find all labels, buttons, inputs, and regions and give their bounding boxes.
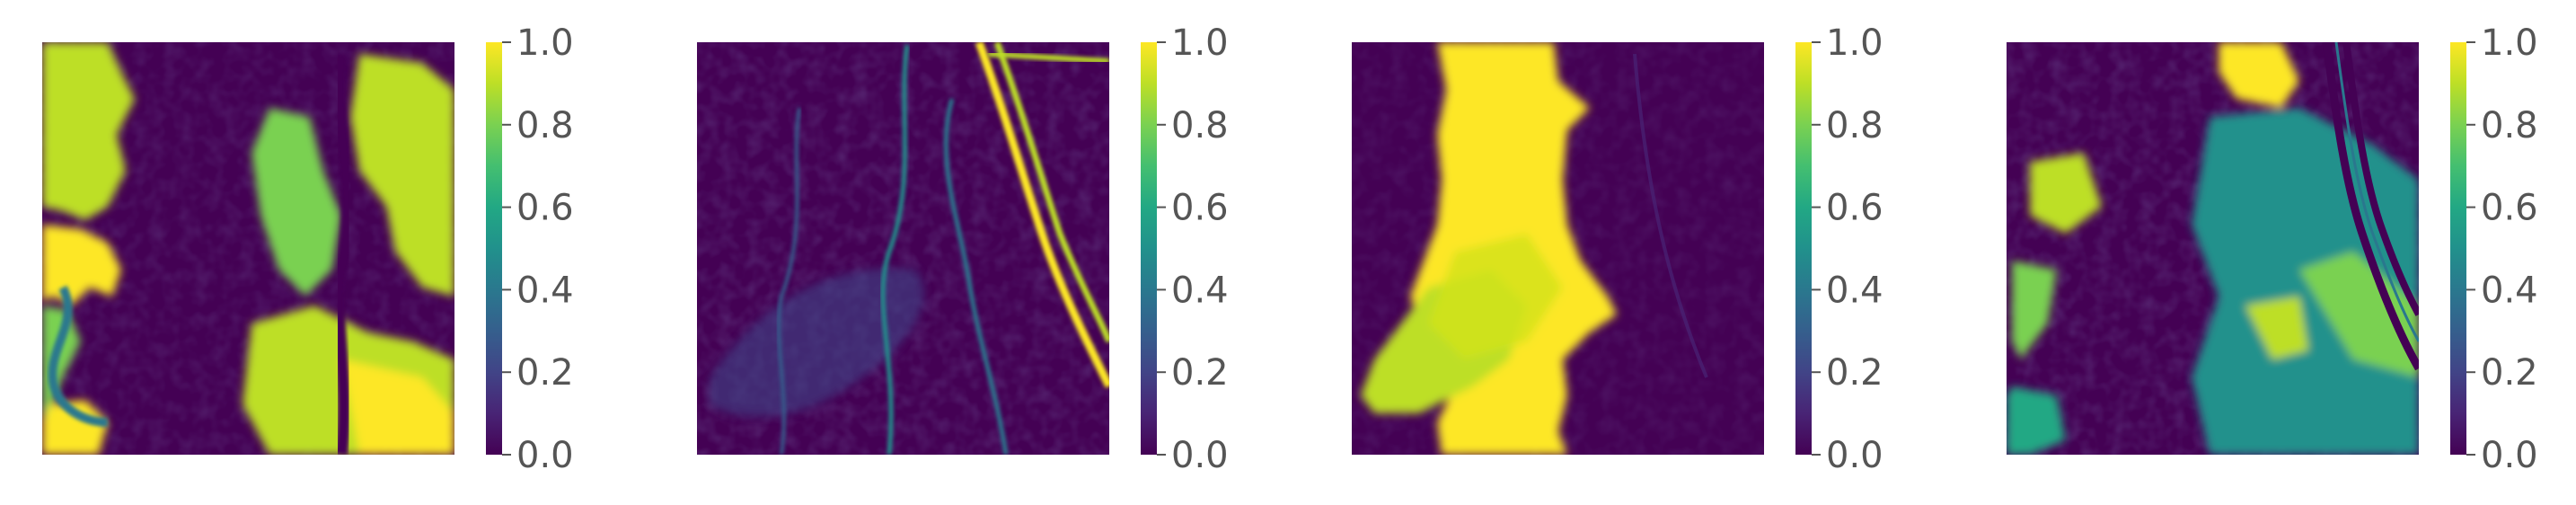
colorbar-4-tick-label: 0.0 xyxy=(2481,435,2538,476)
heatmap-4-road-dark-a xyxy=(2322,42,2419,371)
heatmap-2-road-inner xyxy=(993,42,1109,343)
colorbar-3 xyxy=(1795,42,1812,455)
heatmap-panel-1 xyxy=(42,42,454,455)
heatmap-2-road-outer xyxy=(975,42,1109,389)
colorbar-1-tick-label: 0.8 xyxy=(516,105,574,146)
heatmap-1-bottom-right-highlight xyxy=(341,359,454,455)
colorbar-2-gradient xyxy=(1141,42,1157,455)
colorbar-4-tick-label: 0.8 xyxy=(2481,105,2538,146)
heatmap-4-left-patch xyxy=(2030,153,2102,234)
heatmap-2-diffuse-area xyxy=(710,268,924,417)
heatmap-4-mid-bright xyxy=(2245,297,2308,359)
colorbar-3-tick-label: 0.4 xyxy=(1826,270,1883,311)
heatmap-4-left-lower-patch xyxy=(2012,261,2057,359)
colorbar-1-tick-label: 0.2 xyxy=(516,352,574,394)
colorbar-4-tick-label: 1.0 xyxy=(2481,22,2538,64)
colorbar-4 xyxy=(2450,42,2466,455)
heatmap-1-left-bottom-blob xyxy=(42,400,108,455)
heatmap-4-right-bright xyxy=(2299,252,2419,377)
colorbar-1-tick-label: 0.0 xyxy=(516,435,574,476)
heatmap-1-top-right-blob xyxy=(350,54,454,297)
heatmap-2-line-a xyxy=(880,44,910,455)
heatmap-4-road-edge xyxy=(2334,42,2419,342)
heatmap-1-dark-channel xyxy=(332,53,355,455)
heatmap-panel-3 xyxy=(1352,42,1764,455)
heatmap-1-left-mid-blob xyxy=(42,225,121,306)
colorbar-3-tick-label: 0.8 xyxy=(1826,105,1883,146)
heatmap-1-center-right-blob xyxy=(251,108,341,297)
heatmap-2-line-b xyxy=(943,98,1009,455)
colorbar-1-gradient xyxy=(486,42,502,455)
heatmap-3-faint-line xyxy=(1633,53,1708,378)
colorbar-2-tick-label: 0.2 xyxy=(1171,352,1229,394)
colorbar-2-tick-label: 0.4 xyxy=(1171,270,1229,311)
colorbar-4-tick-label: 0.6 xyxy=(2481,188,2538,229)
colorbar-1-tick-label: 1.0 xyxy=(516,22,574,64)
colorbar-3-gradient xyxy=(1795,42,1812,455)
colorbar-3-tick-label: 1.0 xyxy=(1826,22,1883,64)
colorbar-2-tick-label: 1.0 xyxy=(1171,22,1229,64)
heatmap-panel-2 xyxy=(697,42,1109,455)
heatmap-1-left-top-blob xyxy=(42,42,135,220)
colorbar-2-tick-label: 0.8 xyxy=(1171,105,1229,146)
colorbar-4-tick-label: 0.4 xyxy=(2481,270,2538,311)
colorbar-1-tick-label: 0.4 xyxy=(516,270,574,311)
colorbar-1-tick-label: 0.6 xyxy=(516,188,574,229)
heatmap-2-road-branch xyxy=(987,51,1109,64)
heatmap-panel-4 xyxy=(2007,42,2419,455)
colorbar-4-tick-label: 0.2 xyxy=(2481,352,2538,394)
heatmap-1-channel xyxy=(48,285,109,427)
colorbar-2-tick-label: 0.6 xyxy=(1171,188,1229,229)
heatmap-2-line-c xyxy=(777,107,801,455)
colorbar-ticks: 0.0 0.2 0.4 0.6 0.8 1.0 0.0 0.2 0.4 0.6 0.8 1.0 0.0 0… xyxy=(502,22,2538,476)
colorbar-3-tick-label: 0.0 xyxy=(1826,435,1883,476)
colorbar-2-tick-label: 0.0 xyxy=(1171,435,1229,476)
heatmap-4-road-dark-b xyxy=(2342,42,2419,316)
colorbar-1 xyxy=(486,42,502,455)
heatmap-4-top-center-blob xyxy=(2219,42,2299,108)
colorbar-2 xyxy=(1141,42,1157,455)
colorbar-4-gradient xyxy=(2450,42,2466,455)
colorbar-3-tick-label: 0.6 xyxy=(1826,188,1883,229)
heatmap-4-left-bottom-patch xyxy=(2007,386,2066,455)
heatmap-3-inner-tone xyxy=(1428,234,1563,359)
colorbar-3-tick-label: 0.2 xyxy=(1826,352,1883,394)
